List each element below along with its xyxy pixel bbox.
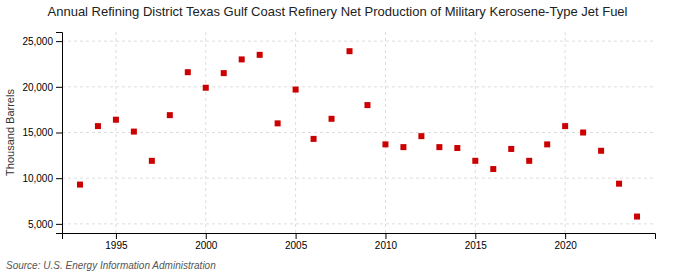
tick-label: 1995 [105, 240, 128, 251]
point [329, 116, 335, 122]
y-axis-title: Thousand Barrels [4, 89, 16, 176]
point [454, 145, 460, 151]
tick: 2005 [285, 233, 308, 251]
tick-label: 10,000 [22, 173, 53, 184]
tick-mark [56, 133, 62, 134]
point [347, 48, 353, 54]
tick-mark [56, 41, 62, 42]
tick: 15,000 [22, 127, 62, 138]
grid-line-y [62, 223, 655, 224]
tick-mark [385, 233, 386, 239]
grid-line-x [385, 32, 386, 233]
tick: 1995 [105, 233, 128, 251]
grid-line-y [62, 132, 655, 133]
tick-label: 2020 [555, 240, 578, 251]
point [239, 56, 245, 62]
tick: 10,000 [22, 173, 62, 184]
tick-mark [565, 233, 566, 239]
tick-mark [475, 233, 476, 239]
point [580, 130, 586, 136]
grid-line-x [475, 32, 476, 233]
point [472, 158, 478, 164]
plot: 1995 2000 2005 2010 2015 2020 5,000 10,000 15,00… [22, 32, 655, 251]
grid-line-x [565, 32, 566, 233]
grid-line-y [62, 41, 655, 42]
grid-line-y [62, 178, 655, 179]
point [167, 112, 173, 118]
point [77, 182, 83, 188]
tick: 5,000 [28, 219, 62, 230]
point [418, 133, 424, 139]
point [221, 70, 227, 76]
point [526, 158, 532, 164]
tick-mark [116, 233, 117, 239]
tick-label: 2000 [195, 240, 218, 251]
point [436, 144, 442, 150]
point [616, 181, 622, 187]
point [382, 141, 388, 147]
tick-mark [56, 178, 62, 179]
point [508, 146, 514, 152]
point [113, 117, 119, 123]
tick: 2015 [465, 233, 488, 251]
point [562, 123, 568, 129]
point [544, 141, 550, 147]
grid-line-y [62, 86, 655, 87]
point [131, 129, 137, 135]
point [311, 136, 317, 142]
points [77, 48, 640, 219]
tick-mark [296, 233, 297, 239]
title: Annual Refining District Texas Gulf Coas… [48, 4, 628, 19]
tick: 2000 [195, 233, 218, 251]
tick-label: 15,000 [22, 127, 53, 138]
point [257, 52, 263, 58]
point [634, 214, 640, 220]
chart: Annual Refining District Texas Gulf Coas… [0, 0, 675, 275]
grid [62, 32, 655, 233]
axis-line [63, 234, 656, 240]
source: Source: U.S. Energy Information Administ… [6, 260, 216, 271]
x-axis: 1995 2000 2005 2010 2015 2020 [63, 233, 656, 251]
tick-label: 2005 [285, 240, 308, 251]
tick-mark [56, 87, 62, 88]
tick: 25,000 [22, 36, 62, 47]
point [598, 148, 604, 154]
point [400, 144, 406, 150]
point [364, 102, 370, 108]
point [149, 158, 155, 164]
y-axis: 5,000 10,000 15,000 20,000 25,000 [22, 33, 62, 234]
tick: 2020 [555, 233, 578, 251]
tick-label: 2015 [465, 240, 488, 251]
tick-label: 5,000 [28, 219, 53, 230]
tick: 2010 [375, 233, 398, 251]
point [490, 166, 496, 172]
point [293, 87, 299, 93]
tick-label: 25,000 [22, 36, 53, 47]
tick-label: 2010 [375, 240, 398, 251]
title-line: Annual Refining District Texas Gulf Coas… [48, 4, 628, 19]
axis-line [56, 33, 63, 234]
tick-label: 20,000 [22, 82, 53, 93]
point [275, 120, 281, 126]
tick-mark [206, 233, 207, 239]
point [203, 85, 209, 91]
point [185, 69, 191, 75]
tick-mark [56, 224, 62, 225]
tick: 20,000 [22, 82, 62, 93]
point [95, 123, 101, 129]
grid-line-x [295, 32, 296, 233]
